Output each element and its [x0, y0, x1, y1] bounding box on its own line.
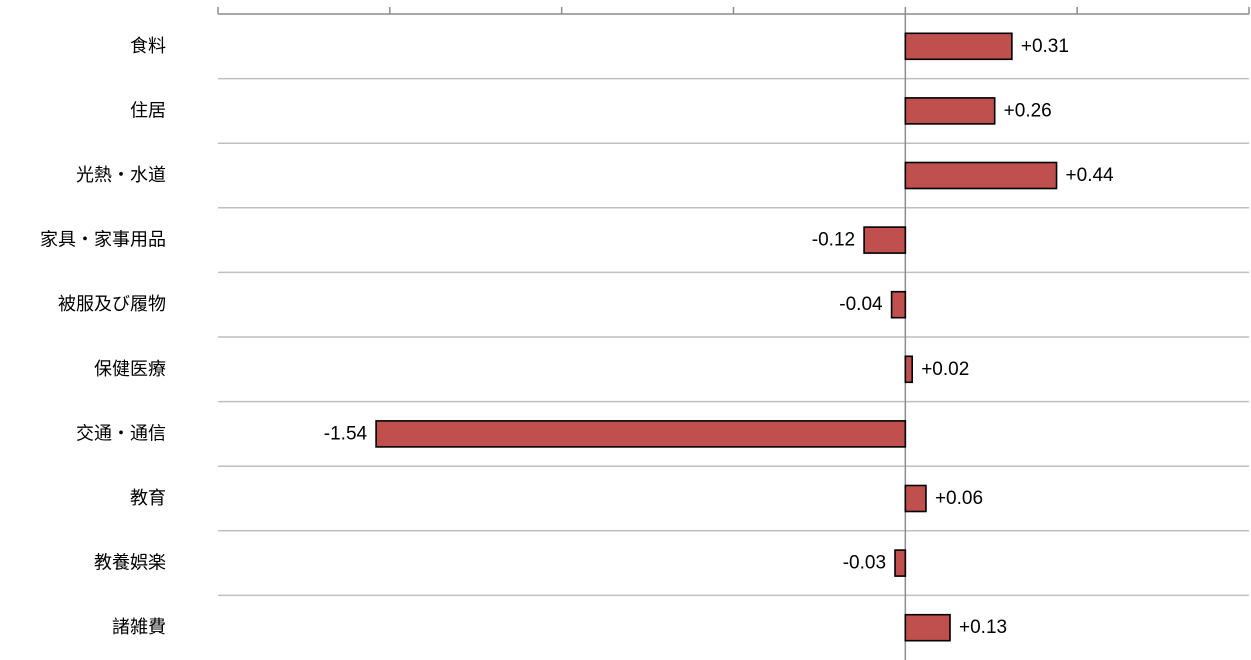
- category-label-1: 住居: [130, 100, 166, 121]
- data-label-3: -0.12: [812, 230, 855, 251]
- bars: [375, 32, 1058, 642]
- bar-1: [904, 97, 996, 125]
- data-label-2: +0.44: [1066, 165, 1115, 186]
- category-label-0: 食料: [130, 36, 166, 57]
- data-label-8: -0.03: [843, 553, 886, 574]
- bar-2: [904, 161, 1058, 190]
- bar-8: [894, 549, 907, 577]
- data-label-5: +0.02: [921, 359, 969, 380]
- data-label-9: +0.13: [959, 617, 1007, 638]
- category-label-3: 家具・家事用品: [40, 230, 166, 251]
- category-label-9: 諸雑費: [112, 617, 166, 638]
- category-label-5: 保健医療: [94, 359, 166, 380]
- x-axis: [217, 7, 1250, 660]
- bar-7: [904, 484, 927, 513]
- category-label-7: 教育: [130, 488, 166, 509]
- data-label-4: -0.04: [839, 294, 883, 315]
- category-label-4: 被服及び履物: [58, 294, 166, 315]
- data-label-6: -1.54: [324, 423, 368, 444]
- category-label-8: 教養娯楽: [94, 553, 166, 574]
- category-label-6: 交通・通信: [76, 423, 166, 444]
- gridlines: [218, 77, 1249, 597]
- bar-6: [375, 420, 907, 448]
- data-label-1: +0.26: [1004, 100, 1052, 121]
- category-label-2: 光熱・水道: [76, 165, 166, 186]
- data-labels: +0.31 +0.26 +0.44 -0.12 -0.04 +0.02 -1.54 +0.06…: [324, 36, 1114, 638]
- bar-0: [904, 32, 1013, 61]
- bar-9: [904, 613, 951, 642]
- bar-5: [904, 355, 914, 384]
- data-label-0: +0.31: [1021, 36, 1069, 57]
- bar-4: [890, 290, 907, 319]
- data-label-7: +0.06: [935, 488, 983, 509]
- bar-3: [863, 226, 907, 254]
